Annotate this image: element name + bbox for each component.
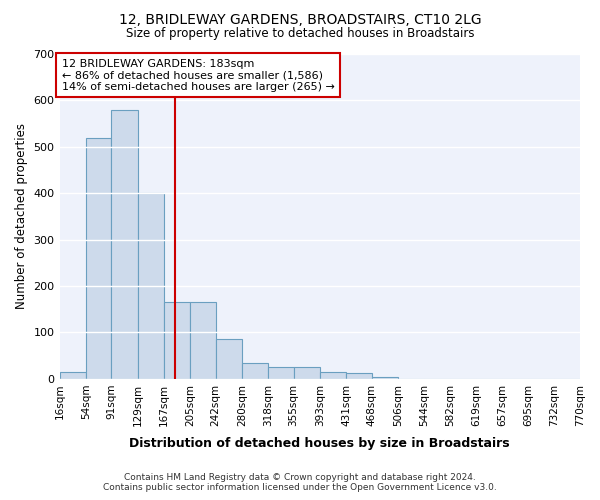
Text: Size of property relative to detached houses in Broadstairs: Size of property relative to detached ho… bbox=[126, 28, 474, 40]
Bar bbox=[371, 376, 398, 379]
Bar bbox=[190, 302, 215, 379]
Bar bbox=[293, 368, 320, 379]
Bar bbox=[320, 372, 346, 379]
X-axis label: Distribution of detached houses by size in Broadstairs: Distribution of detached houses by size … bbox=[130, 437, 510, 450]
Bar bbox=[215, 340, 242, 379]
Y-axis label: Number of detached properties: Number of detached properties bbox=[15, 124, 28, 310]
Bar bbox=[242, 362, 268, 379]
Text: 12 BRIDLEWAY GARDENS: 183sqm
← 86% of detached houses are smaller (1,586)
14% of: 12 BRIDLEWAY GARDENS: 183sqm ← 86% of de… bbox=[62, 58, 334, 92]
Text: Contains HM Land Registry data © Crown copyright and database right 2024.
Contai: Contains HM Land Registry data © Crown c… bbox=[103, 473, 497, 492]
Bar bbox=[268, 368, 293, 379]
Bar bbox=[59, 372, 86, 379]
Text: 12, BRIDLEWAY GARDENS, BROADSTAIRS, CT10 2LG: 12, BRIDLEWAY GARDENS, BROADSTAIRS, CT10… bbox=[119, 12, 481, 26]
Bar bbox=[164, 302, 190, 379]
Bar bbox=[112, 110, 137, 379]
Bar bbox=[137, 193, 164, 379]
Bar bbox=[346, 374, 371, 379]
Bar bbox=[86, 138, 112, 379]
